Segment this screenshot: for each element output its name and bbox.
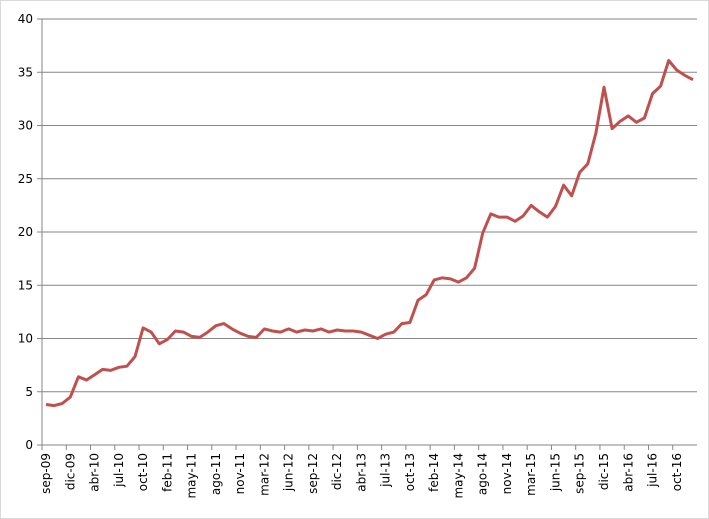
x-tick-label: ago-14 xyxy=(476,453,490,495)
line-series xyxy=(45,59,694,408)
x-tick-label: feb-11 xyxy=(160,453,174,492)
x-tick-label: sep-09 xyxy=(39,453,53,494)
x-tick-label: mar-12 xyxy=(257,453,271,496)
x-tick-label: abr-10 xyxy=(88,453,102,492)
x-tick-label: oct-16 xyxy=(670,453,684,491)
y-tick-label: 35 xyxy=(18,65,33,79)
y-tick-label: 15 xyxy=(18,278,33,292)
x-tick-label: nov-11 xyxy=(233,453,247,494)
y-tick-label: 30 xyxy=(18,119,33,133)
x-tick-label: nov-14 xyxy=(500,453,514,494)
x-tick-label: may-11 xyxy=(185,453,199,499)
y-tick-label: 40 xyxy=(18,12,33,26)
x-tick-label: mar-15 xyxy=(524,453,538,496)
x-tick-label: oct-13 xyxy=(403,453,417,491)
x-tick-label: abr-13 xyxy=(354,453,368,492)
x-tick-label: jun-12 xyxy=(282,453,296,492)
x-tick-label: abr-16 xyxy=(621,453,635,492)
x-tick-label: dic-15 xyxy=(597,453,611,490)
y-tick-label: 20 xyxy=(18,225,33,239)
x-tick-label: sep-15 xyxy=(573,453,587,494)
x-tick-label: jul-10 xyxy=(112,453,126,488)
x-tick-label: oct-10 xyxy=(136,453,150,491)
y-tick-label: 0 xyxy=(25,438,33,452)
x-tick-label: ago-11 xyxy=(209,453,223,495)
x-tick-label: jun-15 xyxy=(548,453,562,492)
x-tick-label: feb-14 xyxy=(427,453,441,492)
x-tick-label: sep-12 xyxy=(306,453,320,494)
x-tick-label: jul-13 xyxy=(379,453,393,488)
x-tick-label: may-14 xyxy=(451,453,465,499)
y-tick-label: 5 xyxy=(25,385,33,399)
y-tick-label: 25 xyxy=(18,172,33,186)
y-tick-label: 10 xyxy=(18,332,33,346)
x-tick-label: jul-16 xyxy=(646,453,660,488)
x-tick-label: dic-12 xyxy=(330,453,344,490)
x-tick-label: dic-09 xyxy=(63,453,77,490)
